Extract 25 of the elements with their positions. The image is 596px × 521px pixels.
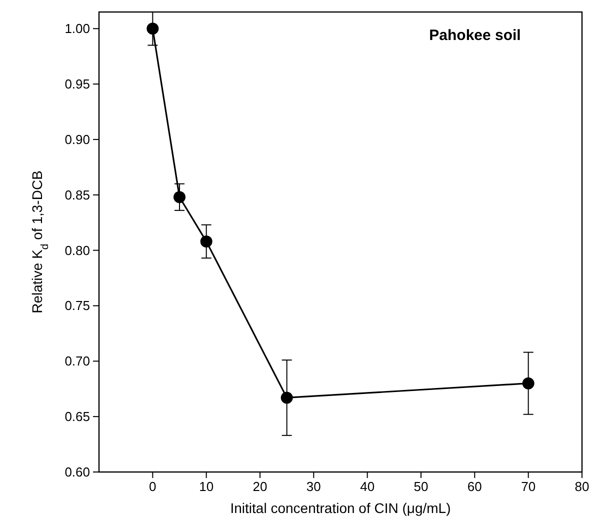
y-tick-label: 0.65: [64, 409, 90, 424]
y-tick-label: 0.85: [64, 187, 90, 202]
annotation: Pahokee soil: [429, 27, 521, 44]
y-tick-label: 0.75: [64, 298, 90, 314]
x-tick-label: 30: [306, 479, 321, 494]
y-tick-label: 0.60: [64, 464, 90, 480]
y-tick-label: 1.00: [64, 21, 90, 36]
y-tick-label: 0.95: [64, 76, 90, 92]
x-tick-label: 70: [521, 479, 536, 494]
x-tick-label: 0: [149, 479, 156, 494]
point: [146, 22, 159, 35]
x-axis-title: Initital concentration of CIN (μg/mL): [230, 500, 451, 516]
point: [200, 235, 212, 248]
point: [522, 377, 534, 390]
x-tick-label: 10: [199, 479, 214, 494]
x-tick-label: 40: [360, 479, 375, 494]
point: [174, 191, 186, 204]
x-tick-label: 80: [574, 479, 590, 494]
y-tick-label: 0.70: [64, 354, 90, 369]
y-tick-label: 0.80: [64, 242, 90, 258]
x-tick-label: 60: [467, 479, 482, 494]
y-tick-label: 0.90: [64, 132, 90, 147]
point: [280, 392, 293, 404]
x-tick-label: 20: [252, 479, 268, 494]
x-tick-label: 50: [414, 479, 428, 494]
